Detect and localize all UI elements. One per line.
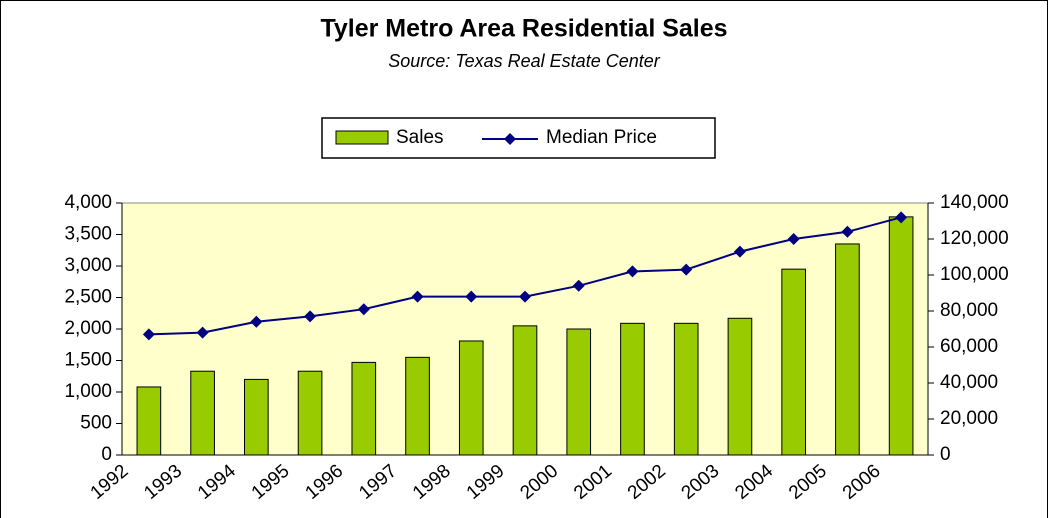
bar [512,325,538,456]
y-tick-label: 500 [80,413,112,434]
line-marker [787,233,800,245]
y2-tick-label: 0 [940,444,951,465]
y2-tick-label: 20,000 [940,408,998,429]
line-marker [733,245,746,258]
legend-label: Median Price [546,127,657,148]
legend-swatch [335,130,389,145]
line-marker [680,263,693,276]
bar [351,361,377,456]
legend-label: Sales [396,127,444,148]
bar [673,322,699,456]
bar [136,386,162,456]
bar [835,243,860,456]
line-marker [519,290,531,303]
line-marker [196,326,209,339]
chart-title: Tyler Metro Area Residential Sales [320,15,727,43]
y2-tick-label: 120,000 [940,228,1009,249]
line-marker [142,328,155,341]
bar [781,268,806,456]
y2-tick-label: 100,000 [940,264,1009,285]
y-tick-label: 2,000 [64,318,112,339]
line-marker [357,303,370,316]
y2-tick-label: 60,000 [940,336,998,357]
y-tick-label: 3,500 [64,224,112,245]
line-marker [304,310,317,323]
bar [244,378,269,456]
bar [297,370,323,456]
y-tick-label: 0 [101,444,112,465]
bar [190,370,215,456]
bar [727,317,753,456]
bar [566,328,592,456]
y-tick-label: 1,500 [64,350,112,371]
line-marker [572,279,585,292]
y2-tick-label: 40,000 [940,372,998,393]
line-marker [626,265,639,278]
bar [888,216,914,456]
line-marker [841,225,854,238]
legend-marker [504,133,516,145]
line-marker [250,315,263,328]
y-tick-label: 2,500 [64,287,112,308]
chart-subtitle: Source: Texas Real Estate Center [388,51,660,71]
y2-tick-label: 140,000 [940,192,1009,213]
line-marker [465,290,478,303]
bar [405,356,430,456]
line-marker [895,211,908,224]
bar [620,322,645,456]
bar [458,340,484,456]
y-tick-label: 1,000 [64,381,112,402]
y-tick-label: 3,000 [64,255,112,276]
line-marker [411,290,424,303]
y2-tick-label: 80,000 [940,300,998,321]
y-tick-label: 4,000 [64,192,112,213]
